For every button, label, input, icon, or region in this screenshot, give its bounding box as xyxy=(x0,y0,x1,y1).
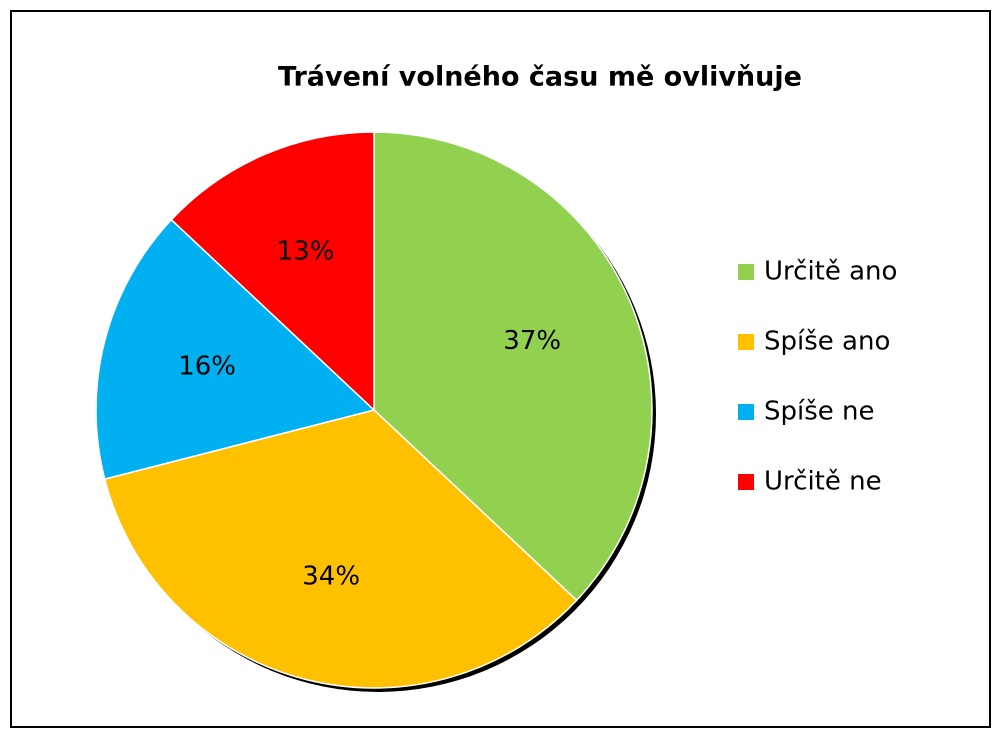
legend-label: Spíše ne xyxy=(764,397,875,427)
legend-swatch xyxy=(738,404,754,420)
legend-label: Určitě ano xyxy=(764,257,897,287)
legend-swatch xyxy=(738,264,754,280)
legend-label: Určitě ne xyxy=(764,467,882,497)
chart-title: Trávení volného času mě ovlivňuje xyxy=(278,62,802,93)
slice-label: 34% xyxy=(302,561,360,591)
slice-label: 37% xyxy=(503,326,561,356)
pie-slice xyxy=(170,131,375,412)
legend-swatch xyxy=(738,334,754,350)
pie-slice xyxy=(373,131,653,602)
pie-slice xyxy=(103,409,578,689)
slice-label: 13% xyxy=(277,236,335,266)
legend-label: Spíše ano xyxy=(764,327,890,357)
slice-label: 16% xyxy=(178,352,236,382)
pie-slice xyxy=(95,218,376,481)
legend-swatch xyxy=(738,474,754,490)
